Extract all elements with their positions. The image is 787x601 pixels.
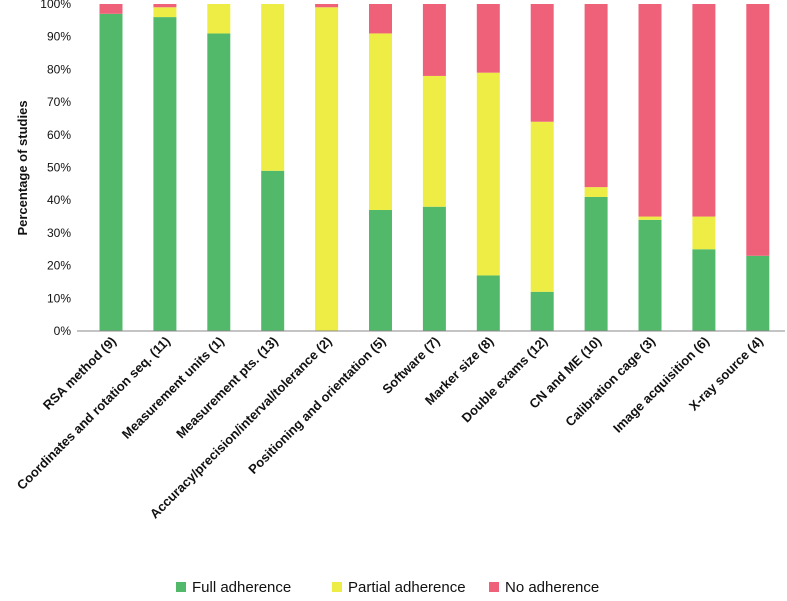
y-tick-label: 70% [47,95,71,109]
bar-segment-no-adherence [692,4,716,217]
y-tick-label: 30% [47,226,71,240]
y-axis-ticks: 0% 10% 20% 30% 40% 50% 60% 70% 80% 90% 100% [40,0,71,338]
bar-segment-full-adherence [369,210,392,331]
bar-segment-no-adherence [638,4,662,217]
bar-segment-full-adherence [99,13,123,332]
bar-segment-partial-adherence [315,7,339,332]
bar-segment-full-adherence [746,255,770,331]
bar-segment-partial-adherence [530,121,554,292]
bars [99,4,770,332]
bar-segment-partial-adherence [476,72,500,276]
legend-label: No adherence [505,579,599,596]
y-tick-label: 90% [47,30,71,44]
bar-segment-full-adherence [638,219,662,331]
legend-swatch [176,582,186,592]
bar-segment-partial-adherence [692,216,716,250]
y-axis-title: Percentage of studies [15,100,30,235]
bar-segment-no-adherence [369,4,392,34]
bar-segment-no-adherence [584,4,608,188]
bar-segment-full-adherence [207,33,231,332]
bar-segment-full-adherence [153,17,177,332]
bar-segment-no-adherence [530,4,554,122]
bar-segment-partial-adherence [207,4,231,34]
category-labels: RSA method (9)Coordinates and rotation s… [14,334,766,522]
category-label: Image acquisition (6) [610,334,712,436]
y-tick-label: 20% [47,259,71,273]
bar-segment-partial-adherence [153,7,177,18]
bar-segment-partial-adherence [584,187,608,197]
y-tick-label: 40% [47,193,71,207]
bar-segment-full-adherence [261,170,285,331]
legend-label: Full adherence [192,579,291,596]
legend: Full adherence Partial adherence No adhere… [176,579,599,596]
category-label: Measurement pts. (13) [173,334,281,442]
bar-segment-no-adherence [746,4,770,256]
bar-segment-no-adherence [422,4,446,76]
category-label: Calibration cage (3) [562,334,658,430]
bar-segment-partial-adherence [638,216,662,220]
y-tick-label: 80% [47,62,71,76]
legend-label: Partial adherence [348,579,466,596]
legend-swatch [489,582,499,592]
bar-segment-partial-adherence [369,33,392,211]
bar-segment-full-adherence [422,206,446,331]
bar-segment-no-adherence [99,4,123,14]
y-tick-label: 100% [40,0,71,11]
bar-segment-partial-adherence [261,4,285,171]
bar-segment-no-adherence [476,4,500,73]
y-tick-label: 0% [54,324,72,338]
bar-segment-no-adherence [315,4,339,8]
bar-segment-full-adherence [692,249,716,331]
y-tick-label: 60% [47,128,71,142]
bar-segment-full-adherence [476,275,500,331]
bar-segment-full-adherence [530,291,554,331]
bar-segment-no-adherence [153,4,177,8]
bar-segment-full-adherence [584,196,608,331]
category-label: Measurement units (1) [119,334,227,442]
y-tick-label: 10% [47,291,71,305]
y-tick-label: 50% [47,161,71,175]
legend-swatch [332,582,342,592]
bar-segment-partial-adherence [422,75,446,207]
